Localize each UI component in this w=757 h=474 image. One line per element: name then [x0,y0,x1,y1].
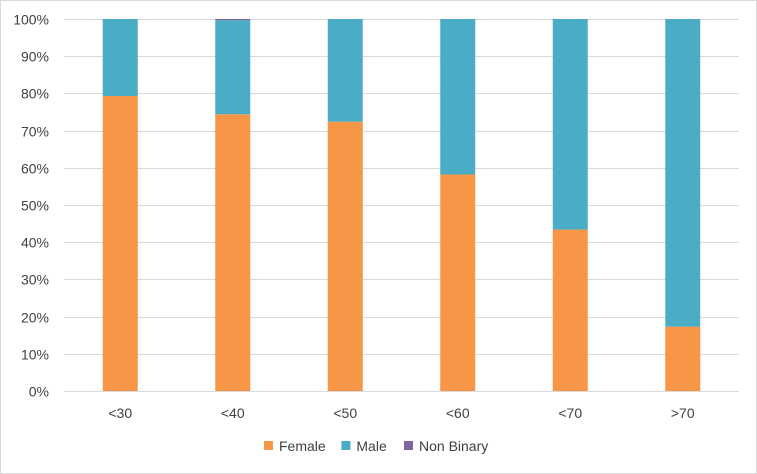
legend-swatch [341,441,351,450]
legend-item-male: Male [341,438,387,454]
bar-female [552,229,588,391]
y-tick-label: 10% [21,347,49,363]
y-tick-label: 70% [21,124,49,140]
x-tick-label: >70 [671,405,695,421]
y-tick-label: 20% [21,310,49,326]
gridlines [64,19,739,355]
y-tick-label: 40% [21,235,49,251]
y-tick-label: 30% [21,272,49,288]
x-tick-label: <50 [333,405,357,421]
y-tick-label: 100% [13,12,49,28]
bar-female [215,114,251,392]
bar-female [440,174,476,391]
bar-female [665,326,701,391]
y-tick-label: 60% [21,161,49,177]
y-tick-label: 0% [29,384,49,400]
x-tick-label: <40 [221,405,245,421]
bar-female [102,96,138,391]
y-tick-label: 80% [21,86,49,102]
y-axis-ticks: 0% 10% 20% 30% 40% 50% 60% 70% 80% 90% 100% [13,12,49,400]
legend-swatch [264,441,273,450]
legend-label: Male [356,438,387,454]
bar-female [327,121,363,391]
bar-non-binary [215,19,251,21]
x-tick-label: <70 [558,405,582,421]
x-axis-ticks: <30 <40 <50 <60 <70 >70 [108,405,694,421]
bar-male [665,19,701,327]
y-tick-label: 50% [21,198,49,214]
legend: Female Male Non Binary [264,438,488,454]
legend-item-non-binary: Non Binary [404,438,488,454]
bar-male [552,19,588,230]
legend-label: Non Binary [419,438,488,454]
bar-male [102,19,138,97]
legend-label: Female [279,438,326,454]
bar-male [327,19,363,122]
bars [102,19,701,392]
x-tick-label: <60 [446,405,470,421]
y-tick-label: 90% [21,49,49,65]
legend-swatch [404,441,413,450]
bar-male [440,19,476,175]
bar-male [215,20,251,115]
x-tick-label: <30 [108,405,132,421]
legend-item-female: Female [264,438,326,454]
